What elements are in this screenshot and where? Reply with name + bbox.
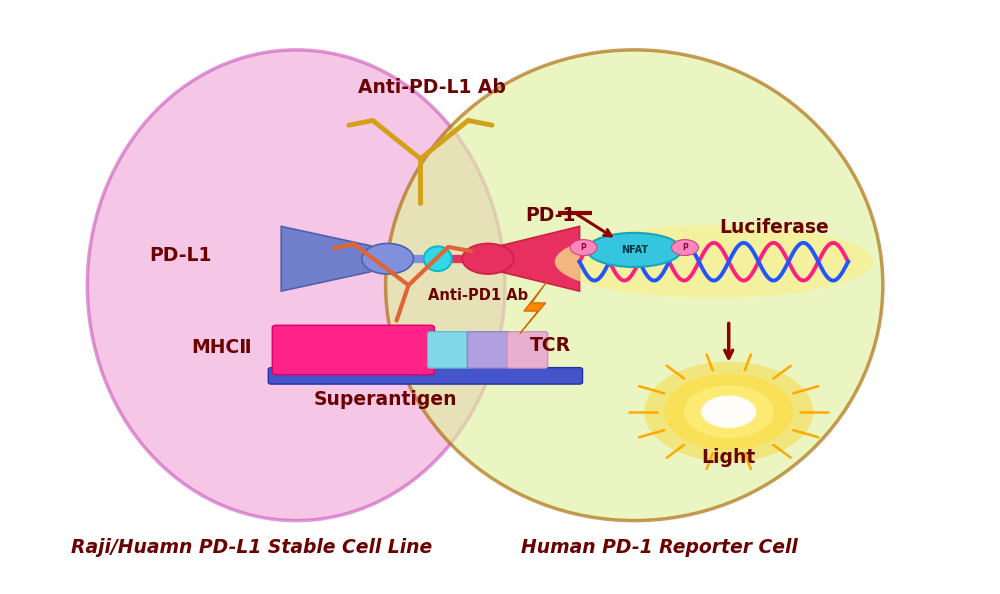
Polygon shape	[281, 226, 371, 291]
Circle shape	[462, 244, 514, 274]
Polygon shape	[520, 280, 548, 333]
Circle shape	[362, 244, 413, 274]
Text: Luciferase: Luciferase	[719, 218, 829, 237]
Text: Anti-PD-L1 Ab: Anti-PD-L1 Ab	[358, 78, 506, 97]
Text: Human PD-1 Reporter Cell: Human PD-1 Reporter Cell	[521, 538, 797, 557]
FancyBboxPatch shape	[507, 331, 548, 368]
Circle shape	[664, 374, 793, 450]
FancyBboxPatch shape	[268, 368, 583, 384]
Circle shape	[701, 395, 757, 428]
Text: Anti-PD1 Ab: Anti-PD1 Ab	[428, 288, 529, 303]
Ellipse shape	[386, 50, 883, 520]
Polygon shape	[500, 226, 580, 291]
Circle shape	[570, 239, 597, 255]
Text: NFAT: NFAT	[621, 245, 648, 255]
FancyBboxPatch shape	[467, 331, 511, 368]
Text: TCR: TCR	[530, 336, 571, 355]
Circle shape	[672, 239, 698, 255]
Circle shape	[644, 362, 813, 462]
FancyBboxPatch shape	[427, 331, 471, 368]
Ellipse shape	[424, 247, 452, 271]
FancyBboxPatch shape	[272, 326, 434, 375]
Ellipse shape	[587, 233, 681, 267]
Text: Light: Light	[702, 447, 756, 466]
Text: P: P	[581, 243, 586, 252]
Ellipse shape	[87, 50, 505, 520]
Text: Superantigen: Superantigen	[314, 390, 457, 409]
Text: MHCⅡ: MHCⅡ	[191, 337, 251, 356]
Text: Raji/Huamn PD-L1 Stable Cell Line: Raji/Huamn PD-L1 Stable Cell Line	[71, 538, 432, 557]
Text: PD-1: PD-1	[525, 206, 575, 225]
Ellipse shape	[555, 225, 873, 298]
Circle shape	[684, 386, 773, 438]
Text: PD-L1: PD-L1	[149, 247, 212, 266]
Text: P: P	[682, 243, 688, 252]
